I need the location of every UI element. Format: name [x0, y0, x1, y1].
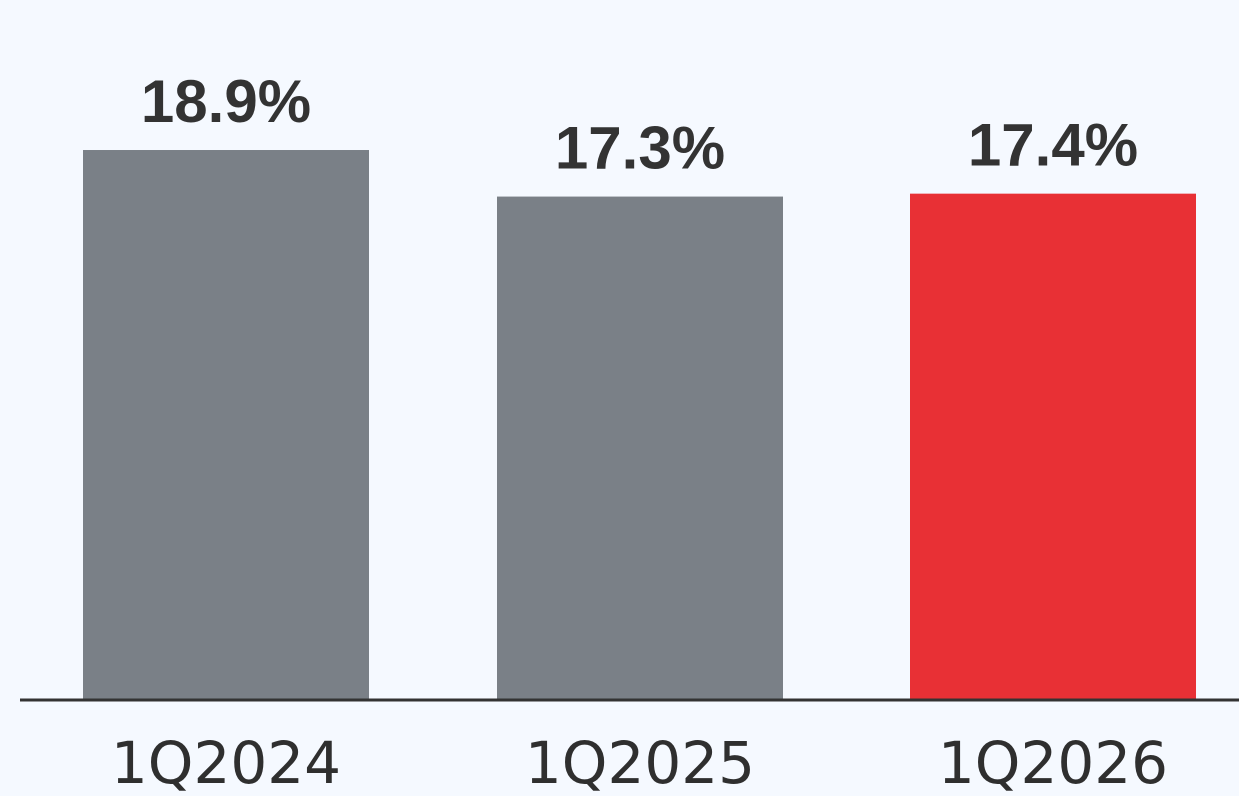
- value-label-1q2026: 17.4%: [968, 112, 1138, 179]
- bar-1q2024: [83, 150, 369, 700]
- bars-group: [83, 150, 1196, 700]
- value-labels-group: 18.9% 17.3% 17.4%: [141, 68, 1138, 182]
- category-labels-group: 1Q2024 1Q2025 1Q2026: [111, 729, 1168, 796]
- value-label-1q2025: 17.3%: [555, 115, 725, 182]
- category-label-1q2026: 1Q2026: [938, 729, 1168, 796]
- category-label-1q2025: 1Q2025: [525, 729, 755, 796]
- bar-1q2026: [910, 193, 1196, 700]
- value-label-1q2024: 18.9%: [141, 68, 311, 135]
- bar-1q2025: [497, 196, 783, 700]
- category-label-1q2024: 1Q2024: [111, 729, 341, 796]
